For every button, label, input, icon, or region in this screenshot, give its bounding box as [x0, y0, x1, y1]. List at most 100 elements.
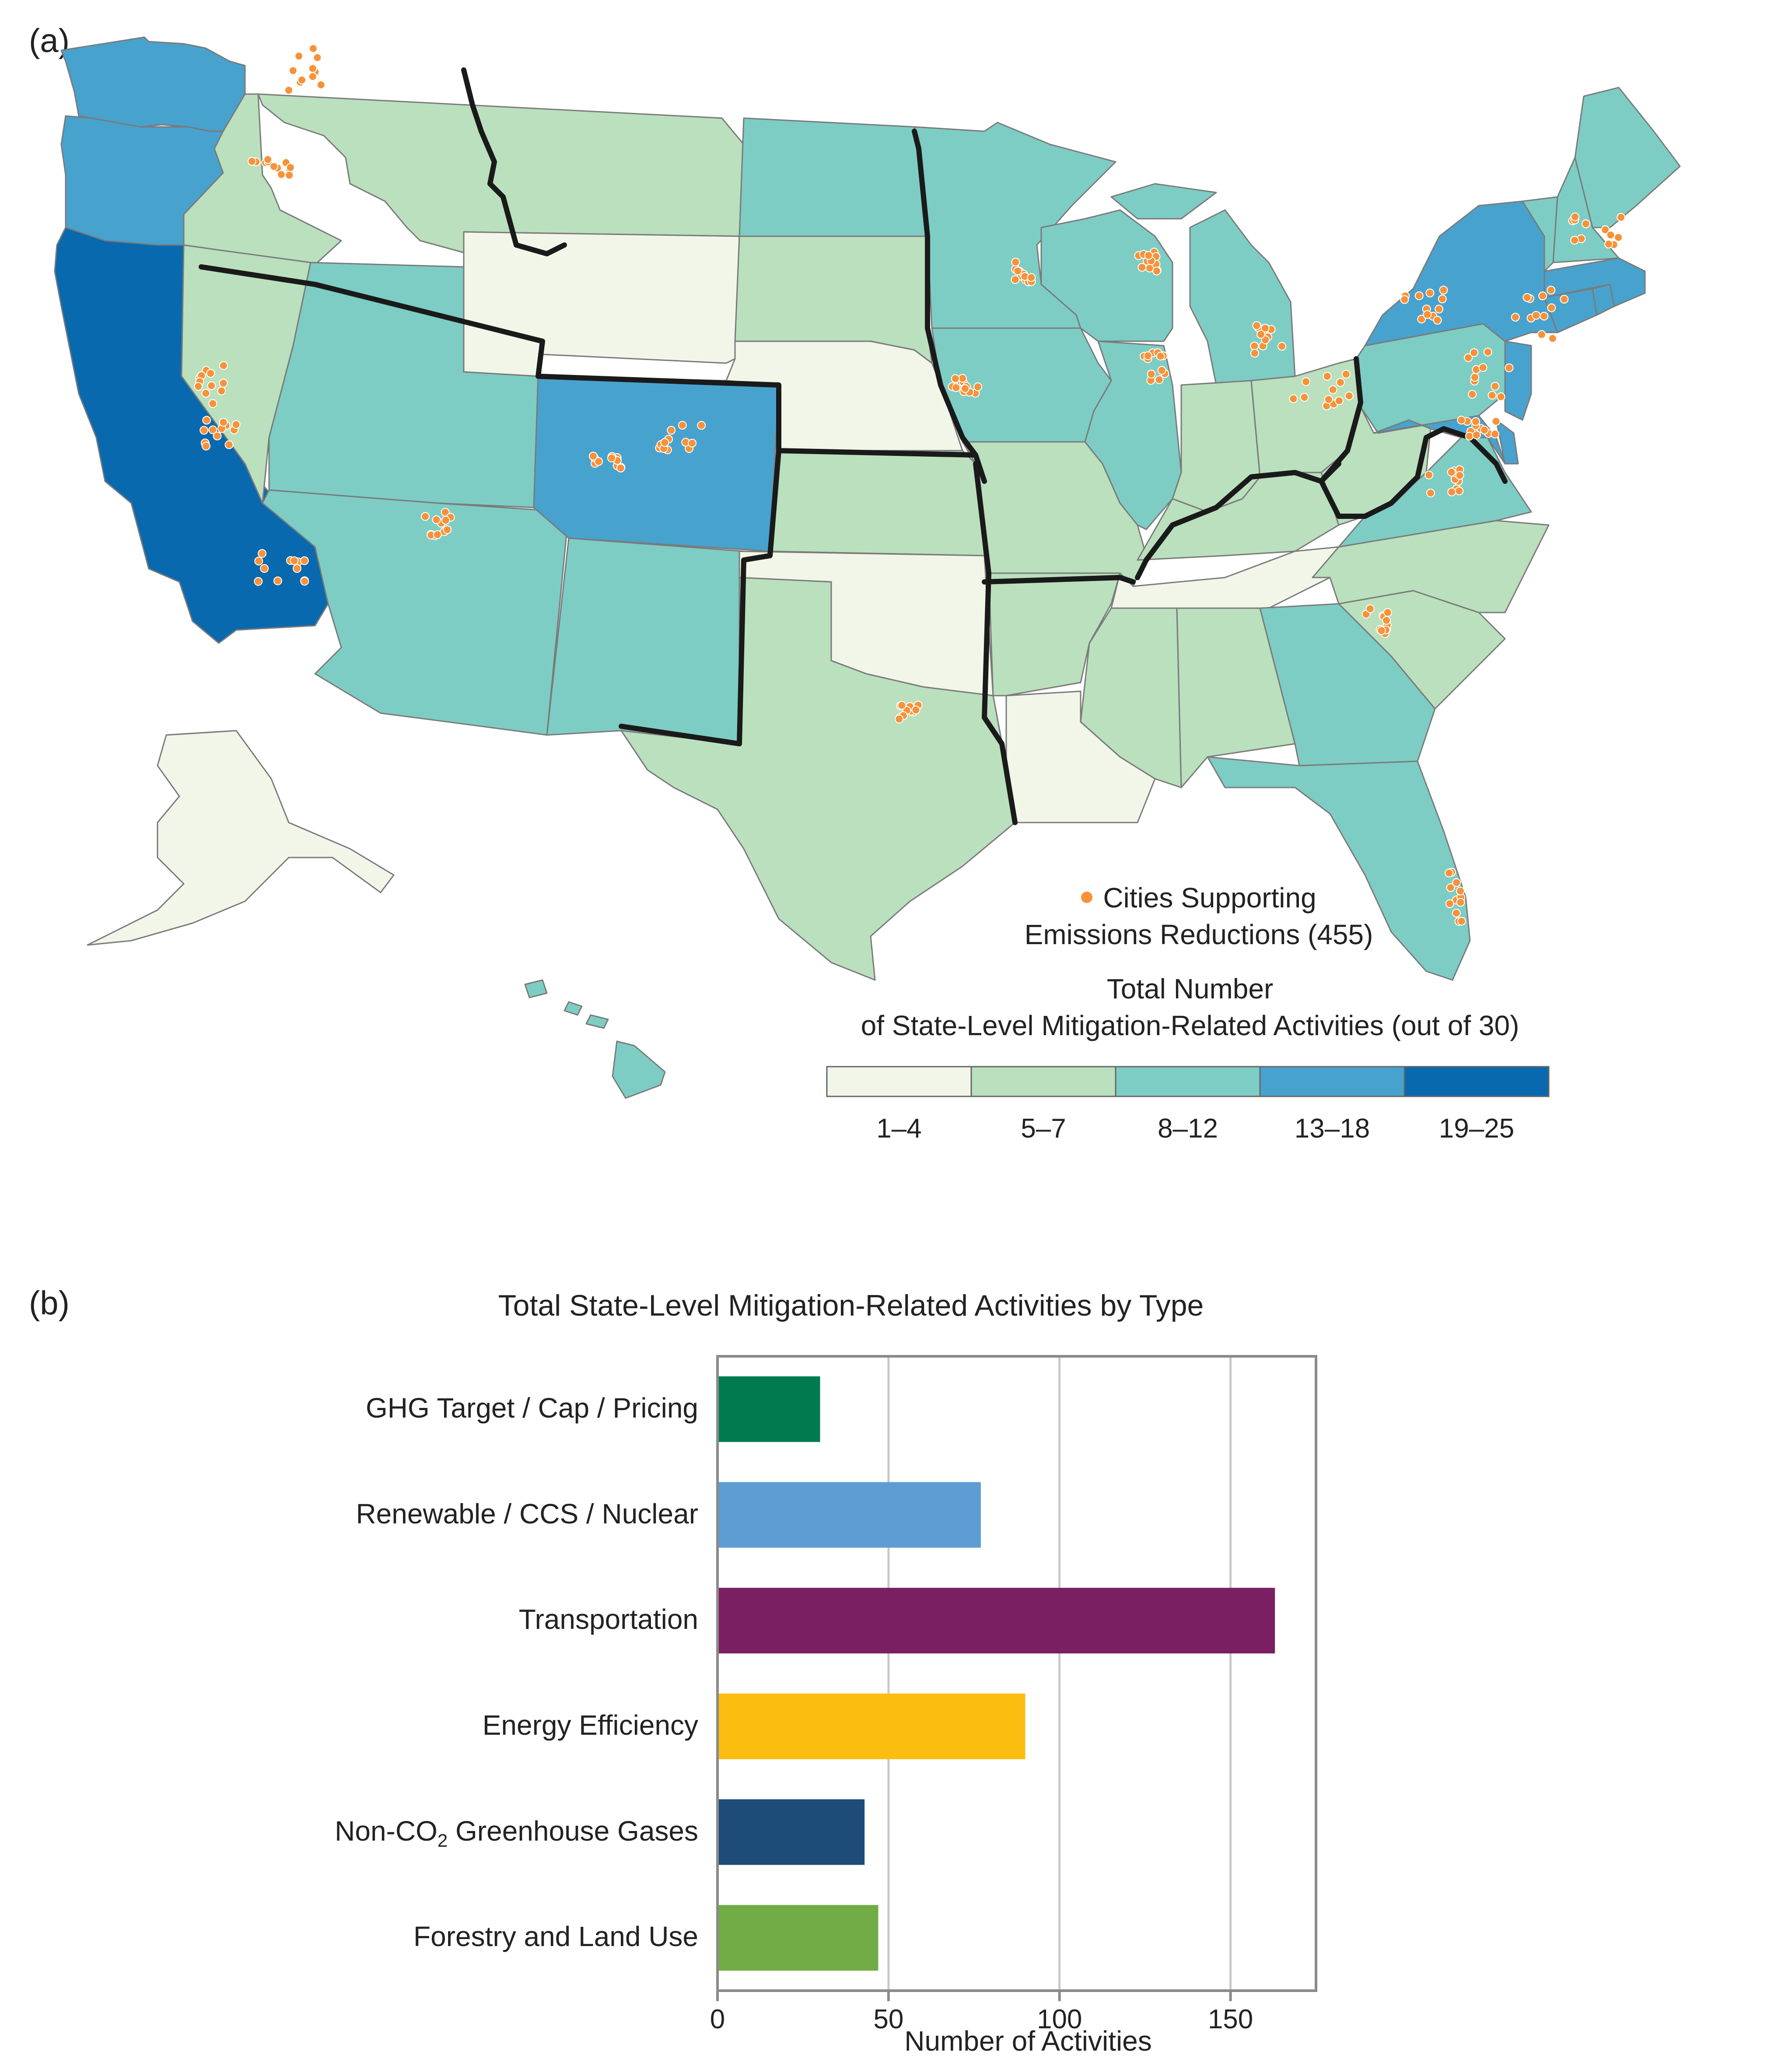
- city-dot: [1538, 291, 1547, 301]
- category-label: Forestry and Land Use: [413, 1921, 698, 1953]
- legend-title-line2: of State-Level Mitigation-Related Activi…: [861, 1010, 1519, 1041]
- city-dot: [201, 389, 210, 398]
- city-dot: [1496, 392, 1505, 401]
- city-dot: [607, 453, 616, 462]
- city-dot: [1614, 233, 1623, 242]
- city-dot: [1277, 342, 1286, 351]
- legend-swatch-3: [1115, 1066, 1261, 1097]
- city-dot: [1250, 349, 1259, 358]
- city-dot: [1289, 394, 1298, 403]
- legend-swatch-4: [1259, 1066, 1405, 1097]
- x-tick-label: 50: [873, 2004, 904, 2034]
- state-mt: [257, 93, 745, 255]
- region-boundary-6: [982, 575, 1136, 585]
- city-dot: [194, 382, 203, 391]
- city-dot: [433, 530, 442, 539]
- city-dot: [660, 438, 669, 447]
- city-dot: [1341, 370, 1351, 379]
- city-dot: [231, 420, 241, 429]
- region-boundary-5: [973, 461, 1018, 825]
- city-dot: [1532, 311, 1541, 320]
- city-dot: [588, 452, 598, 461]
- city-dot: [1457, 416, 1466, 425]
- city-dot: [1447, 487, 1456, 497]
- bar-4: [718, 1693, 1026, 1759]
- city-dot: [1548, 334, 1557, 343]
- legend-swatch-2: [970, 1066, 1116, 1097]
- state-ak: [87, 730, 395, 946]
- city-dot: [1455, 471, 1464, 480]
- city-dot: [1300, 393, 1309, 402]
- legend-color-scale: [826, 1066, 1550, 1097]
- city-dot: [1472, 431, 1481, 440]
- city-dot: [1156, 351, 1165, 361]
- dot-legend-line2: Emissions Reductions (455): [1024, 919, 1373, 950]
- state-in: [1172, 380, 1261, 513]
- city-dot: [1606, 231, 1615, 240]
- city-dot: [260, 564, 269, 573]
- city-dot: [308, 72, 317, 81]
- us-state-map: [54, 36, 1681, 1099]
- city-dot: [1143, 351, 1152, 361]
- city-dot: [217, 386, 226, 396]
- state-nj: [1504, 340, 1532, 421]
- city-dot: [911, 705, 920, 714]
- state-de: [1495, 419, 1519, 465]
- category-label: Transportation: [518, 1603, 698, 1635]
- city-dot: [1424, 470, 1434, 480]
- x-tick-label: 150: [1208, 2004, 1253, 2034]
- city-dot: [420, 512, 430, 521]
- legend-swatch-5: [1404, 1066, 1550, 1097]
- city-dot: [1488, 391, 1497, 400]
- category-label: Renewable / CCS / Nuclear: [356, 1498, 698, 1530]
- regional-boundaries: [199, 67, 1508, 825]
- city-dot: [1425, 288, 1435, 298]
- city-dot: [1491, 417, 1501, 426]
- legend-title: Total Number of State-Level Mitigation-R…: [796, 970, 1584, 1044]
- city-dot: [667, 426, 676, 435]
- region-boundary-2: [199, 264, 987, 484]
- city-dot: [697, 421, 706, 430]
- city-dot: [286, 163, 295, 172]
- city-dot: [308, 44, 318, 53]
- city-dot: [1478, 363, 1488, 372]
- city-dot: [207, 381, 216, 390]
- legend-bin-label: 19–25: [1438, 1113, 1515, 1144]
- city-dot: [1452, 878, 1461, 887]
- region-boundary-4: [619, 448, 781, 746]
- city-dot: [1464, 353, 1473, 362]
- city-dot: [1144, 251, 1153, 260]
- city-dot: [208, 399, 217, 408]
- chart-bars: [718, 1376, 1275, 1971]
- city-dot: [1414, 291, 1424, 300]
- state-ks: [769, 450, 985, 557]
- state-nd: [738, 117, 928, 237]
- city-dot: [1435, 305, 1444, 314]
- bar-chart: [716, 1355, 1317, 2001]
- city-dot: [1400, 295, 1409, 304]
- chart-gridlines: [887, 1356, 1232, 1991]
- city-dot: [1505, 363, 1514, 372]
- city-dot: [300, 577, 309, 586]
- city-dot: [300, 556, 309, 565]
- city-dot: [1455, 487, 1464, 496]
- city-dot: [1571, 212, 1580, 221]
- city-dot: [285, 171, 294, 180]
- bar-3: [718, 1588, 1275, 1654]
- city-dot: [1480, 425, 1489, 434]
- legend-bin-label: 13–18: [1294, 1113, 1370, 1144]
- chart-title: Total State-Level Mitigation-Related Act…: [498, 1289, 1204, 1322]
- city-dot: [1604, 239, 1613, 249]
- city-dot: [219, 378, 228, 388]
- city-dot: [288, 66, 298, 75]
- state-wy: [463, 231, 740, 377]
- city-dot: [1547, 303, 1556, 312]
- city-dot: [206, 369, 215, 378]
- city-dot: [973, 382, 983, 392]
- category-label: Non-CO2 Greenhouse Gases: [335, 1815, 698, 1851]
- city-dot: [1433, 315, 1442, 325]
- city-dot: [200, 426, 209, 435]
- city-dot: [224, 440, 234, 449]
- city-dot: [1344, 391, 1354, 400]
- category-label: Energy Efficiency: [482, 1709, 698, 1741]
